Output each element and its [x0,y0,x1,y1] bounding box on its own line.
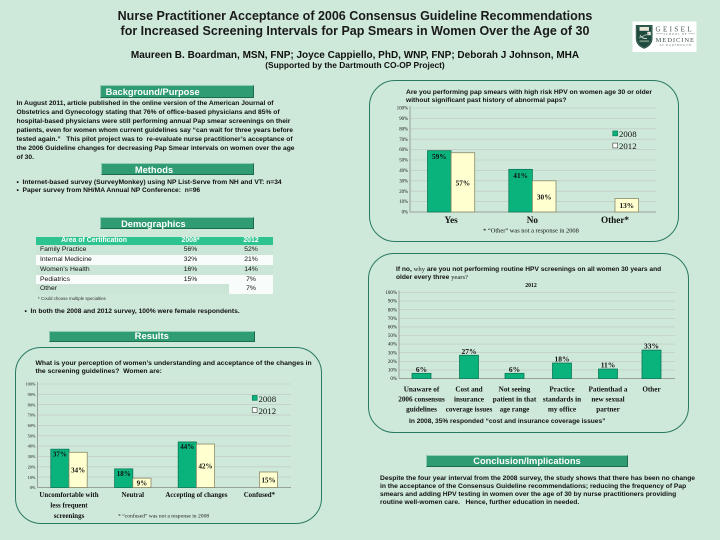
svg-text:my office: my office [548,406,576,414]
svg-text:70%: 70% [399,138,408,143]
svg-text:100%: 100% [385,291,397,296]
svg-text:30%: 30% [537,192,552,201]
svg-text:Accepting of changes: Accepting of changes [165,492,227,499]
svg-text:57%: 57% [456,178,471,187]
svg-text:40%: 40% [28,444,36,449]
svg-text:SCHOOL OF: SCHOOL OF [664,32,688,36]
svg-text:50%: 50% [388,334,397,339]
svg-text:40%: 40% [388,343,397,348]
svg-text:Yes: Yes [444,215,458,225]
svg-text:new sexual: new sexual [591,396,624,404]
svg-text:Not seeing: Not seeing [499,386,531,394]
svg-text:2012: 2012 [525,283,537,289]
svg-text:13%: 13% [620,201,635,210]
svg-text:18%: 18% [555,355,570,364]
svg-text:Cost and: Cost and [455,386,482,394]
svg-text:34%: 34% [71,467,85,475]
svg-text:GEISEL: GEISEL [656,25,695,33]
svg-text:18%: 18% [117,470,131,478]
svg-text:80%: 80% [388,308,397,313]
svg-text:6%: 6% [416,365,427,374]
svg-text:33%: 33% [644,342,659,351]
svg-text:10%: 10% [28,475,36,480]
svg-text:90%: 90% [28,392,36,397]
svg-text:0%: 0% [30,485,36,490]
svg-text:coverage issues: coverage issues [446,406,493,414]
svg-text:20%: 20% [388,360,397,365]
svg-text:AT DARTMOUTH: AT DARTMOUTH [659,43,691,47]
svg-text:27%: 27% [462,347,477,356]
svg-text:60%: 60% [399,148,408,153]
svg-text:Other: Other [642,386,661,394]
svg-text:30%: 30% [28,454,36,459]
svg-text:6%: 6% [509,365,520,374]
svg-text:0%: 0% [402,211,408,216]
svg-text:70%: 70% [388,317,397,322]
svg-text:20%: 20% [28,464,36,469]
svg-text:80%: 80% [399,127,408,132]
svg-text:screenings: screenings [54,513,85,520]
svg-text:Other*: Other* [601,215,629,225]
svg-text:partner: partner [596,406,620,414]
svg-text:9%: 9% [137,480,148,488]
svg-text:age range: age range [500,406,530,414]
svg-text:100%: 100% [25,382,35,387]
svg-text:30%: 30% [399,179,408,184]
svg-text:50%: 50% [28,433,36,438]
svg-text:50%: 50% [399,159,408,164]
svg-text:59%: 59% [432,152,447,161]
svg-text:11%: 11% [601,361,616,370]
svg-text:2012: 2012 [619,141,637,151]
svg-text:70%: 70% [28,413,36,418]
svg-text:37%: 37% [53,450,67,458]
svg-text:10%: 10% [399,200,408,205]
svg-text:Patienthad a: Patienthad a [589,386,628,394]
svg-text:standards in: standards in [543,396,581,404]
svg-text:80%: 80% [28,402,36,407]
svg-text:10%: 10% [388,369,397,374]
svg-text:MEDICINE: MEDICINE [656,37,695,44]
svg-text:* “Other” was not a response i: * “Other” was not a response in 2008 [483,228,579,235]
svg-text:15%: 15% [262,477,276,485]
svg-text:guidelines: guidelines [406,406,437,414]
svg-text:41%: 41% [513,171,528,180]
svg-text:less frequent: less frequent [50,502,88,509]
svg-text:Confused*: Confused* [244,492,276,499]
svg-text:insurance: insurance [454,396,484,404]
svg-text:40%: 40% [399,169,408,174]
svg-text:100%: 100% [397,107,408,112]
svg-text:42%: 42% [199,463,213,471]
svg-text:60%: 60% [388,326,397,331]
svg-text:Practice: Practice [549,386,574,394]
svg-text:* “confused” was not a respons: * “confused” was not a response in 2008 [118,512,209,519]
svg-text:44%: 44% [180,443,194,451]
svg-text:2012: 2012 [259,406,277,416]
svg-text:30%: 30% [388,351,397,356]
svg-text:0%: 0% [390,377,397,382]
svg-text:Unaware of: Unaware of [404,386,440,394]
svg-text:2008: 2008 [259,394,277,404]
svg-text:patient in that: patient in that [493,396,537,404]
svg-text:2006 consensus: 2006 consensus [398,396,445,404]
svg-text:Neutral: Neutral [122,492,145,499]
svg-text:20%: 20% [399,190,408,195]
svg-text:No: No [527,215,539,225]
svg-text:90%: 90% [399,117,408,122]
svg-text:60%: 60% [28,423,36,428]
svg-text:90%: 90% [388,300,397,305]
svg-text:Uncomfortable with: Uncomfortable with [39,492,98,499]
svg-text:2008: 2008 [619,129,637,139]
